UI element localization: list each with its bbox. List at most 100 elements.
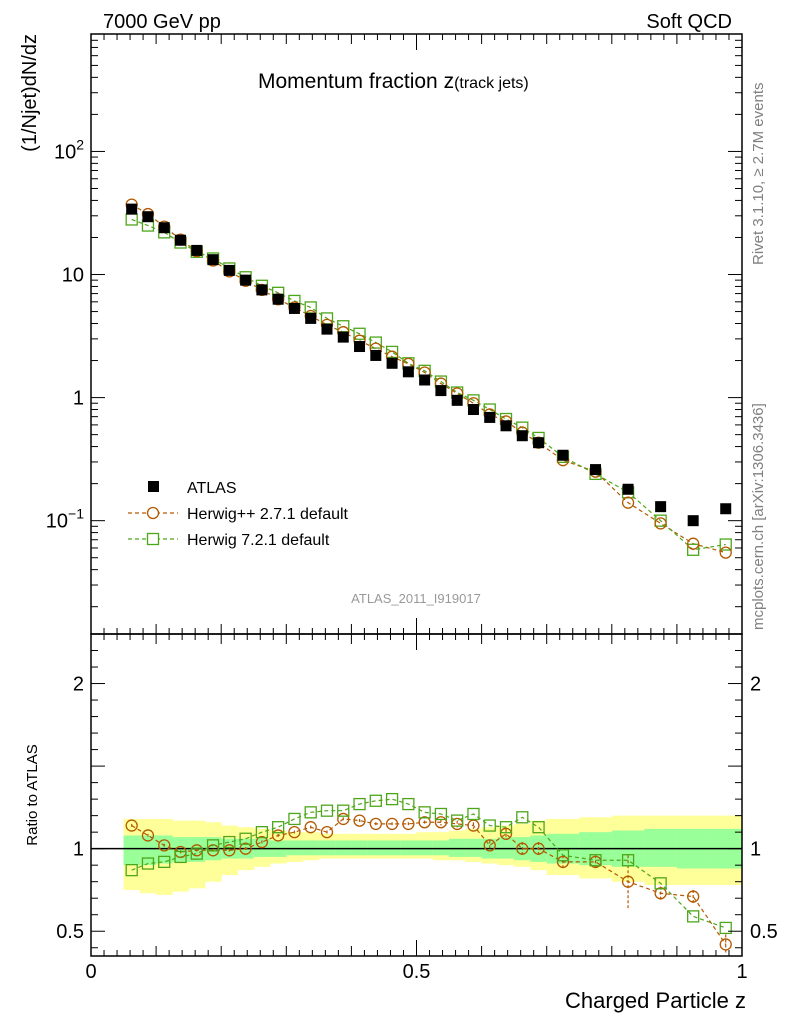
ratio-data-point <box>337 804 350 817</box>
legend: ATLAS Herwig++ 2.7.1 default Herwig 7.2.… <box>128 480 349 549</box>
ratio-data-point <box>532 842 545 855</box>
ratio-y-tick-label: 1 <box>73 839 84 861</box>
data-point <box>126 203 138 215</box>
ratio-data-point <box>402 797 415 811</box>
ratio-data-point <box>239 842 252 855</box>
ratio-data-point <box>304 821 317 834</box>
x-tick-label: 1 <box>736 961 747 983</box>
ratio-data-point <box>654 877 667 890</box>
header-process-label: Soft QCD <box>646 11 732 33</box>
band-inner-bin <box>400 840 417 856</box>
legend-atlas-marker <box>148 481 159 492</box>
ratio-data-point <box>255 826 269 839</box>
data-point <box>353 327 366 340</box>
ratio-plot-series <box>125 792 732 955</box>
ratio-data-point <box>589 854 602 867</box>
ratio-data-point <box>158 855 171 869</box>
data-point <box>288 302 300 314</box>
data-point <box>142 211 154 223</box>
band-inner-bin <box>302 840 320 856</box>
ratio-data-point <box>369 794 382 807</box>
legend-atlas-label: ATLAS <box>187 480 237 497</box>
ratio-data-point <box>304 806 317 819</box>
data-point <box>207 254 219 266</box>
data-point <box>321 323 333 335</box>
band-inner-bin <box>318 840 336 856</box>
ratio-data-point <box>483 819 496 832</box>
ratio-data-point <box>288 826 301 839</box>
data-point <box>467 404 479 416</box>
ratio-data-point <box>369 817 382 831</box>
data-point <box>484 411 496 423</box>
plot-title-sub: (track jets) <box>454 75 529 92</box>
data-point <box>720 503 732 515</box>
legend-herwigpp-marker <box>146 506 160 520</box>
ratio-y-tick-label: 0.5 <box>56 921 84 943</box>
data-point <box>354 341 366 353</box>
x-tick-label: 0 <box>85 961 96 983</box>
ratio-data-point <box>174 850 187 864</box>
ratio-data-point <box>499 821 513 834</box>
ratio-data-point <box>467 807 480 821</box>
band-inner-bin <box>497 837 515 859</box>
ratio-data-point <box>654 887 667 900</box>
ratio-data-point <box>141 857 155 870</box>
ratio-data-point <box>621 875 635 888</box>
legend-herwig7-label: Herwig 7.2.1 default <box>187 532 330 549</box>
data-point <box>272 293 284 305</box>
data-point <box>687 537 700 550</box>
data-point <box>655 501 667 513</box>
data-point <box>557 449 569 461</box>
data-point <box>654 517 667 530</box>
ratio-data-point <box>223 844 236 857</box>
ratio-data-point <box>418 806 431 819</box>
ratio-data-point <box>451 814 464 827</box>
band-inner-bin <box>644 828 678 867</box>
analysis-watermark: ATLAS_2011_I919017 <box>351 591 481 606</box>
data-point <box>240 274 252 286</box>
data-point <box>500 420 512 432</box>
ratio-data-point <box>532 821 545 834</box>
ratio-data-point <box>434 807 448 821</box>
data-point <box>370 349 382 361</box>
rivet-version-label: Rivet 3.1.10, ≥ 2.7M events <box>750 83 767 266</box>
ratio-data-point <box>385 817 399 831</box>
ratio-data-point <box>239 832 252 845</box>
ratio-data-point <box>255 835 269 849</box>
band-inner-bin <box>123 835 141 866</box>
ratio-y-tick-label: 2 <box>73 674 84 696</box>
data-point <box>175 234 187 246</box>
x-tick-label: 0.5 <box>403 961 431 983</box>
data-point <box>158 222 170 234</box>
ratio-data-point <box>499 827 513 840</box>
y-tick-label: 1 <box>73 388 84 410</box>
ratio-data-point <box>272 821 285 834</box>
ratio-data-point <box>125 863 138 877</box>
data-point <box>687 515 699 527</box>
data-point <box>451 394 463 406</box>
data-point <box>305 312 317 324</box>
ratio-data-point <box>687 890 700 903</box>
main-plot-series <box>125 198 732 559</box>
data-point <box>719 546 732 559</box>
data-point <box>687 543 700 556</box>
ratio-data-point <box>556 855 570 869</box>
ratio-data-point <box>125 819 138 832</box>
band-inner-bin <box>367 840 385 856</box>
legend-herwigpp-label: Herwig++ 2.7.1 default <box>187 506 349 523</box>
band-inner-bin <box>286 840 304 856</box>
data-point <box>435 385 447 397</box>
ratio-data-point <box>320 804 334 817</box>
ratio-data-point <box>516 811 529 824</box>
data-point <box>533 437 545 449</box>
ratio-data-point <box>190 847 203 860</box>
ratio-data-point <box>621 854 635 867</box>
ratio-plot-frame <box>90 633 743 957</box>
ratio-data-point <box>223 835 236 849</box>
band-inner-bin <box>383 840 401 856</box>
ratio-data-point <box>418 816 431 829</box>
ratio-data-point <box>434 816 448 829</box>
ratio-data-point <box>320 826 334 839</box>
band-inner-bin <box>449 838 466 857</box>
ratio-data-point <box>483 839 496 852</box>
